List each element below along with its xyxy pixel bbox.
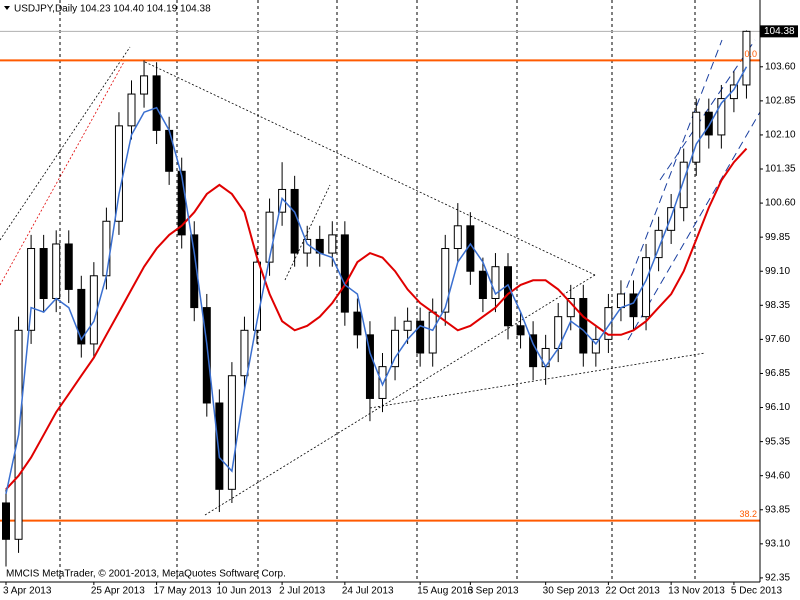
y-tick-label: 102.85 [765,96,796,107]
candle-body [729,84,738,100]
candle-body [114,125,123,222]
candle-body [604,307,613,340]
x-tick-label: 30 Sep 2013 [543,586,600,597]
x-tick-label: 25 Apr 2013 [91,586,145,597]
menu-arrow[interactable] [4,6,10,10]
candle-body [679,161,688,209]
y-tick-label: 102.10 [765,130,796,141]
y-tick-label: 97.60 [765,334,790,345]
y-tick-label: 99.85 [765,232,790,243]
vertical-grid [59,0,696,582]
candle-body [403,320,412,331]
y-tick-label: 94.60 [765,470,790,481]
price-box [760,25,798,38]
candle-body [102,220,111,277]
candle-body [478,270,487,299]
candle-body [629,293,638,318]
candle-body [2,502,10,540]
candle-body [591,338,600,354]
candle-body [190,234,199,309]
x-tick-label: 2 Jul 2013 [279,586,326,597]
x-tick-label: 10 Jun 2013 [216,586,271,597]
y-tick-label: 96.85 [765,368,790,379]
candle-body [27,248,36,331]
candle-body [616,293,625,309]
x-tick-label: 24 Jul 2013 [342,586,394,597]
candle-body [391,329,400,368]
candle-body [227,375,236,490]
candle-body [742,30,751,86]
y-tick-label: 93.10 [765,538,790,549]
y-tick-label: 103.60 [765,61,796,72]
plot [0,30,760,567]
candle-body [516,325,525,336]
candle-body [52,243,61,299]
candle-body [504,266,512,327]
candle-body [215,402,224,490]
candle-body [654,229,663,259]
candle-body [704,111,713,136]
candle-body [642,257,651,318]
candle-body [416,320,425,354]
candle-body [378,366,387,399]
candle-body [365,334,374,399]
candle-body [77,288,86,345]
trendlines [0,39,761,516]
candle-body [202,307,211,404]
y-tick-label: 95.35 [765,436,790,447]
x-tick-label: 3 Apr 2013 [3,586,52,597]
candle-body [328,234,337,254]
candle-body [127,93,136,127]
candle-body [290,188,299,254]
x-tick-label: 17 May 2013 [154,586,212,597]
chart-title: USDJPY,Daily 104.23 104.40 104.19 104.38 [14,4,211,15]
x-tick-label: 6 Sep 2013 [467,586,519,597]
candle-body [428,311,437,354]
candle-body [453,225,462,250]
price-label: 104.38 [764,26,795,37]
level-label: 38.2 [739,509,757,519]
candle-body [353,311,362,336]
candle-body [491,266,500,299]
moving-average [5,147,748,490]
y-tick-label: 93.85 [765,504,790,515]
x-tick-label: 22 Oct 2013 [605,586,660,597]
y-tick-label: 92.35 [765,573,790,584]
x-tick-label: 15 Aug 2013 [417,586,474,597]
level-label: 0.0 [744,49,757,59]
copyright: MMCIS MetaTrader, © 2001-2013, MetaQuote… [6,569,286,580]
y-tick-label: 100.60 [765,198,796,209]
candle-body [340,234,349,313]
y-tick-label: 101.35 [765,164,796,175]
x-tick-label: 5 Dec 2013 [731,586,783,597]
candle-body [265,211,274,263]
candle-body [253,261,261,331]
moving-average [5,66,748,495]
candle-body [692,111,701,163]
candle-body [152,75,161,131]
candle-body [64,243,73,290]
y-tick-label: 96.10 [765,402,790,413]
candle-body [667,207,676,231]
candle-body [240,329,249,377]
candle-body [717,98,726,136]
candle-body [39,248,48,299]
y-tick-label: 98.35 [765,300,790,311]
x-tick-label: 13 Nov 2013 [668,586,725,597]
candle-body [140,75,149,95]
candle-body [441,248,450,313]
y-tick-label: 99.10 [765,266,790,277]
candle-body [579,297,588,354]
candle-body [177,170,186,236]
